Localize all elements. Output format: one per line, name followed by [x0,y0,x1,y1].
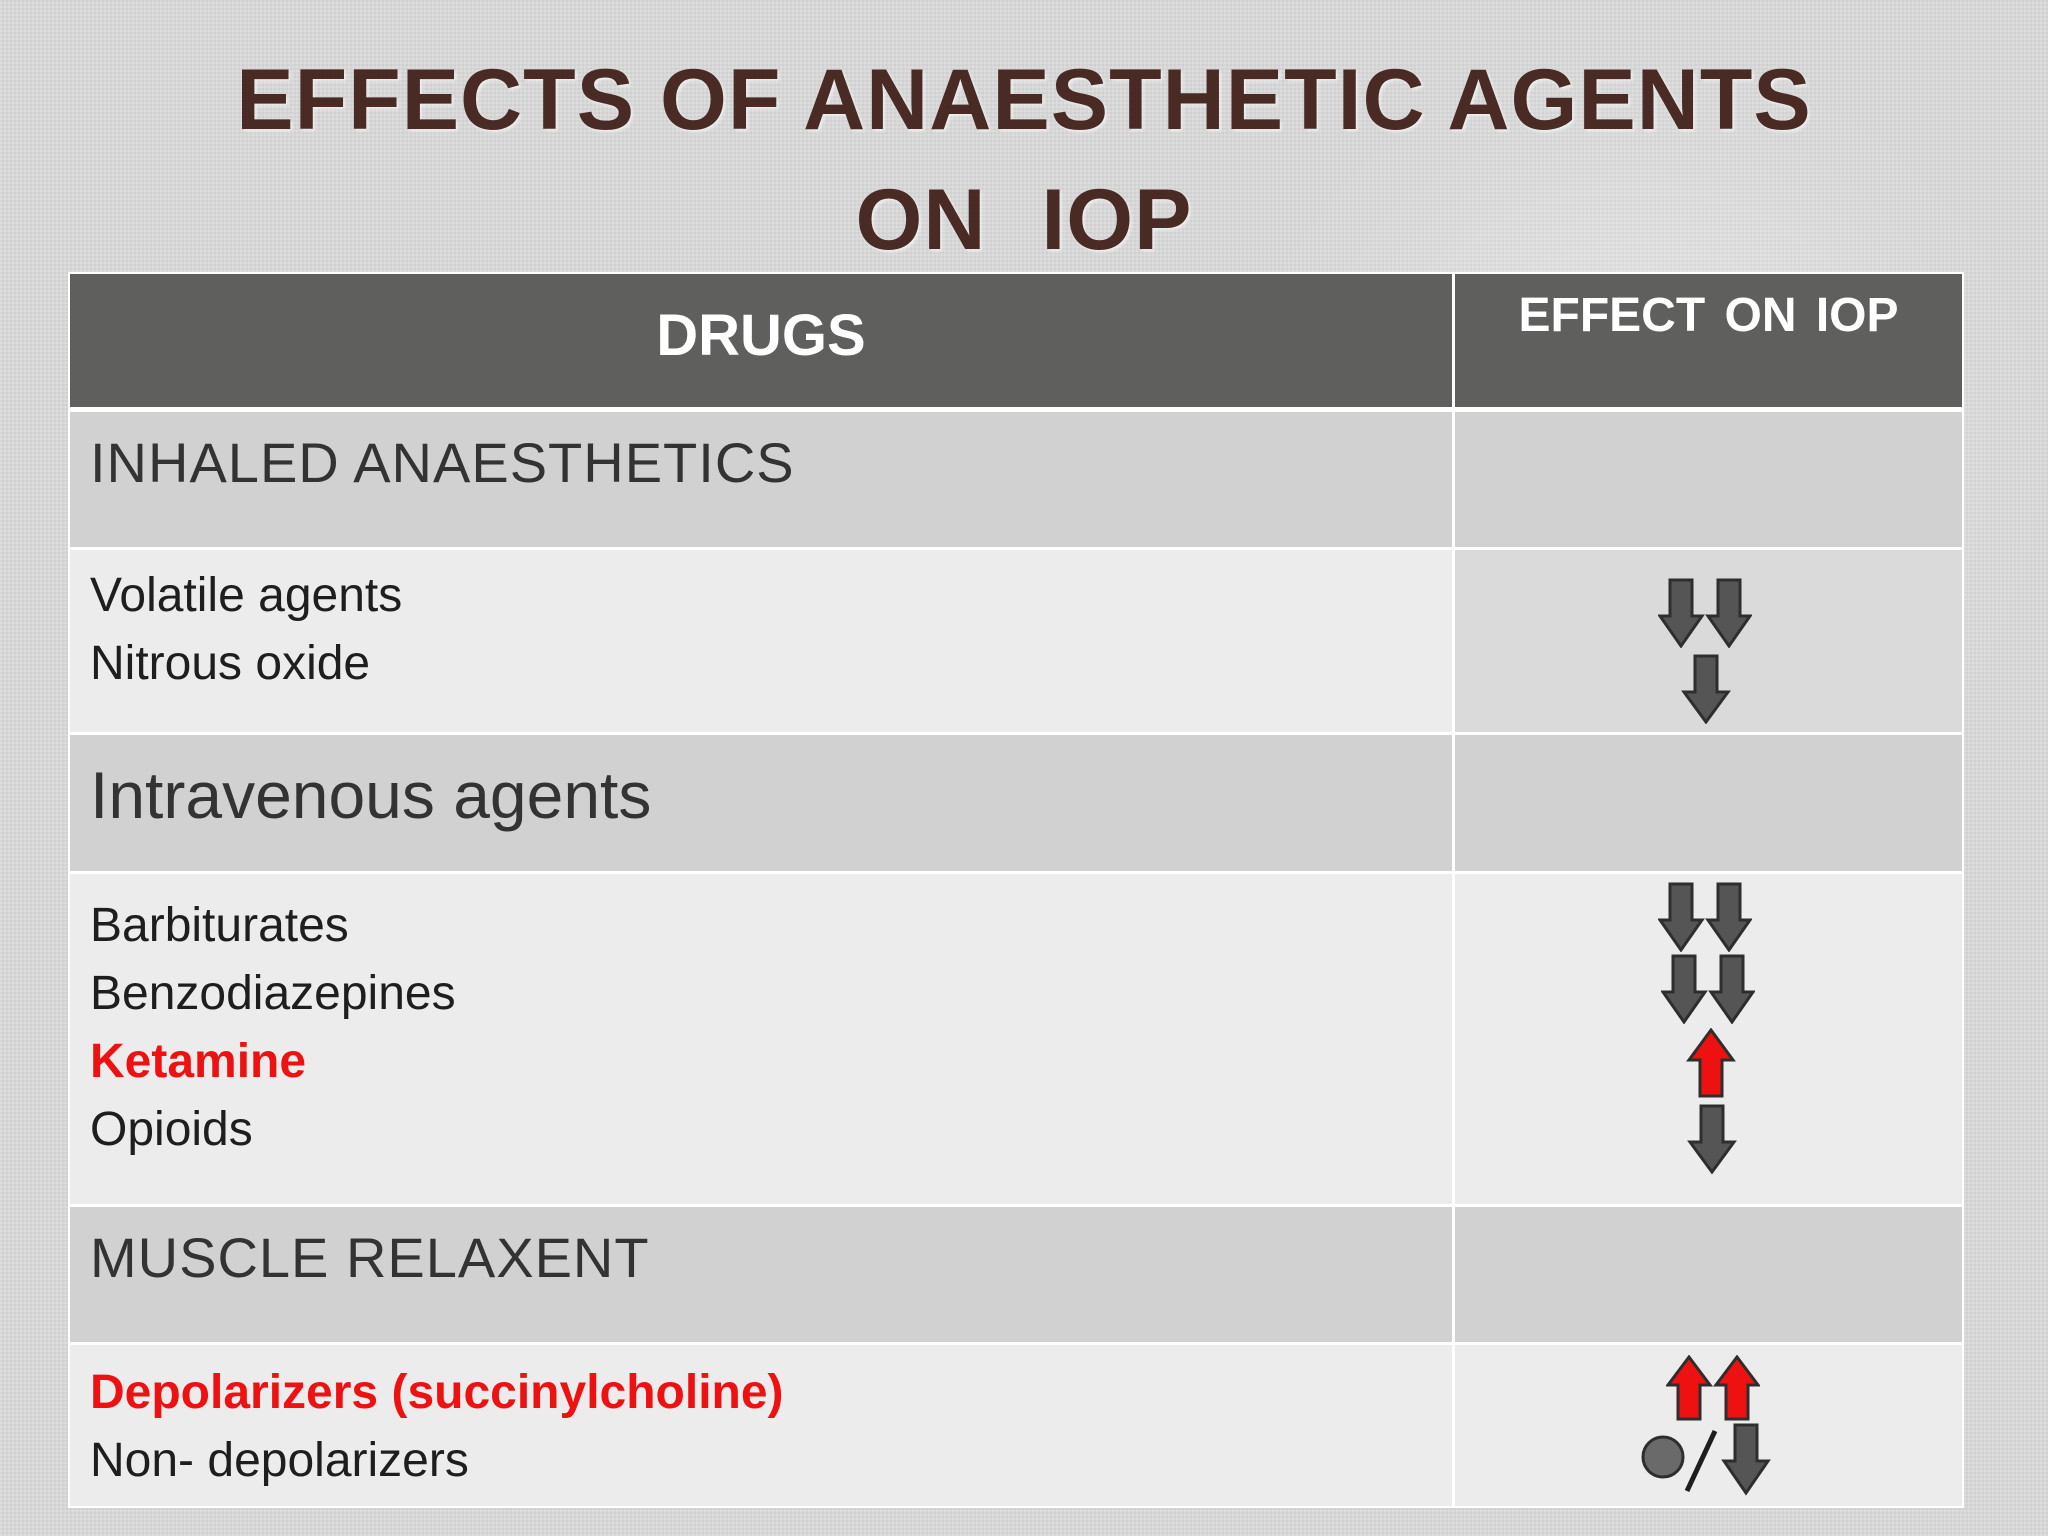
header-drugs-cell: DRUGS [70,274,1455,407]
header-effect-label: EFFECT ON IOP [1518,289,1899,342]
drug-non-depolarizers: Non- depolarizers [90,1434,469,1487]
double-up-arrow-icon [1666,1355,1760,1421]
drug-barbiturates: Barbiturates [90,899,349,952]
slide-title-line-1: EFFECTS OF ANAESTHETIC AGENTS [236,52,1812,148]
category-row-inhaled: INHALED ANAESTHETICS [70,412,1962,550]
category-row-muscle-relaxent: MUSCLE RELAXENT [70,1207,1962,1345]
category-label-inhaled: INHALED ANAESTHETICS [90,431,795,494]
category-label-intravenous: Intravenous agents [90,758,652,832]
drug-ketamine: Ketamine [90,1035,307,1088]
down-arrow-icon [1687,1104,1737,1174]
items-row-muscle-relaxent: Depolarizers (succinylcholine) Non- depo… [70,1345,1962,1506]
drug-effects-table: DRUGS EFFECT ON IOP INHALED ANAESTHETICS… [68,272,1964,1508]
items-row-intravenous: Barbiturates Benzodiazepines Ketamine Op… [70,874,1962,1207]
double-down-arrow-icon [1661,954,1755,1024]
header-effect-cell: EFFECT ON IOP [1455,274,1962,407]
header-drugs-label: DRUGS [656,303,866,368]
slide-title-line-2: ON IOP [855,172,1193,268]
drug-volatile-agents: Volatile agents [90,569,403,622]
category-label-muscle-relaxent: MUSCLE RELAXENT [90,1226,650,1289]
table-header-row: DRUGS EFFECT ON IOP [70,274,1962,412]
no-change-or-down-arrow-icon [1641,1423,1771,1496]
double-down-arrow-icon [1658,882,1752,952]
drug-nitrous-oxide: Nitrous oxide [90,637,371,690]
drug-benzodiazepines: Benzodiazepines [90,967,456,1020]
items-row-inhaled: Volatile agents Nitrous oxide [70,550,1962,735]
category-row-intravenous: Intravenous agents [70,735,1962,874]
drug-depolarizers: Depolarizers (succinylcholine) [90,1366,784,1419]
up-arrow-icon [1686,1028,1736,1098]
double-down-arrow-icon [1658,578,1752,648]
down-arrow-icon [1681,654,1731,724]
drug-opioids: Opioids [90,1103,253,1156]
